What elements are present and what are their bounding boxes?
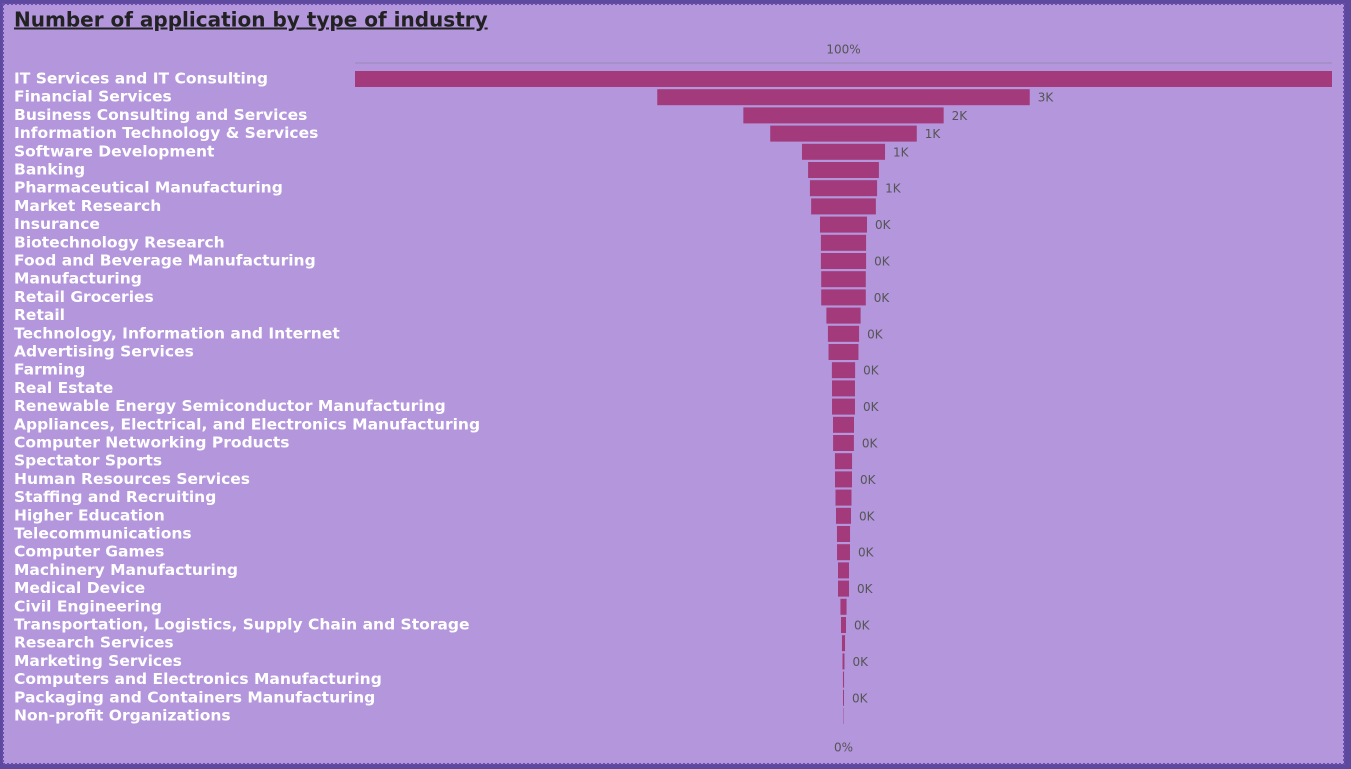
chart-title: Number of application by type of industr… xyxy=(14,8,488,32)
category-label: Transportation, Logistics, Supply Chain … xyxy=(14,616,470,634)
value-label: 0K xyxy=(858,546,875,560)
value-label: 0K xyxy=(863,364,880,378)
value-label: 3K xyxy=(1038,91,1055,105)
category-label: Banking xyxy=(14,161,85,179)
category-label: Market Research xyxy=(14,197,161,215)
bar xyxy=(819,216,868,233)
category-label: Civil Engineering xyxy=(14,597,162,615)
category-label: Human Resources Services xyxy=(14,470,250,488)
category-label: IT Services and IT Consulting xyxy=(14,70,268,88)
bar xyxy=(832,398,855,415)
value-label: 0K xyxy=(852,655,869,669)
bar xyxy=(835,489,852,506)
bar xyxy=(826,307,861,324)
percent-label: 0% xyxy=(834,741,853,755)
category-label: Computer Games xyxy=(14,543,164,561)
value-label: 0K xyxy=(860,473,877,487)
category-label: Pharmaceutical Manufacturing xyxy=(14,179,283,197)
value-label: 2K xyxy=(952,109,969,123)
category-label: Machinery Manufacturing xyxy=(14,561,238,579)
category-label: Advertising Services xyxy=(14,343,194,361)
category-label: Software Development xyxy=(14,142,215,160)
bar xyxy=(821,289,866,306)
bar xyxy=(835,471,852,488)
value-label: 0K xyxy=(852,691,869,705)
bar xyxy=(836,526,851,542)
bar xyxy=(657,89,1030,106)
panel xyxy=(2,3,1345,765)
category-label: Computer Networking Products xyxy=(14,434,290,452)
bar xyxy=(827,325,860,342)
value-label: 0K xyxy=(863,400,880,414)
bar xyxy=(355,71,1332,87)
bar xyxy=(833,435,854,451)
value-label: 1K xyxy=(925,127,942,141)
percent-label: 100% xyxy=(826,43,860,57)
bar xyxy=(808,162,879,178)
bar xyxy=(811,198,876,215)
bar xyxy=(821,271,866,288)
value-label: 1K xyxy=(885,182,902,196)
bar xyxy=(801,143,886,160)
category-label: Non-profit Organizations xyxy=(14,707,231,725)
bar xyxy=(770,125,917,142)
bar xyxy=(831,362,856,379)
bar xyxy=(841,635,846,652)
category-label: Real Estate xyxy=(14,379,113,397)
bar xyxy=(838,562,849,579)
bar xyxy=(834,453,853,470)
bar xyxy=(843,689,844,706)
category-label: Higher Education xyxy=(14,506,165,524)
category-label: Financial Services xyxy=(14,88,172,106)
category-label: Packaging and Containers Manufacturing xyxy=(14,688,375,706)
bar xyxy=(840,617,847,633)
bar xyxy=(743,107,944,124)
bar xyxy=(840,598,847,615)
category-label: Retail xyxy=(14,306,65,324)
category-label: Appliances, Electrical, and Electronics … xyxy=(14,415,480,433)
value-label: 0K xyxy=(874,291,891,305)
category-label: Retail Groceries xyxy=(14,288,154,306)
category-label: Research Services xyxy=(14,634,174,652)
category-label: Spectator Sports xyxy=(14,452,162,470)
value-label: 0K xyxy=(857,582,874,596)
value-label: 1K xyxy=(893,145,910,159)
bar xyxy=(820,253,867,269)
value-label: 0K xyxy=(867,327,884,341)
category-label: Telecommunications xyxy=(14,525,192,543)
bar xyxy=(842,671,845,688)
category-label: Biotechnology Research xyxy=(14,233,225,251)
bar xyxy=(832,380,855,397)
category-label: Technology, Information and Internet xyxy=(14,324,340,342)
bar xyxy=(838,580,849,597)
bar xyxy=(837,544,850,561)
bar xyxy=(809,180,878,197)
bar xyxy=(820,234,867,251)
value-label: 0K xyxy=(875,218,892,232)
category-label: Marketing Services xyxy=(14,652,182,670)
category-label: Information Technology & Services xyxy=(14,124,318,142)
value-label: 0K xyxy=(859,509,876,523)
bar xyxy=(832,416,855,433)
bar xyxy=(835,507,852,524)
bar xyxy=(828,344,859,360)
category-label: Farming xyxy=(14,361,85,379)
category-label: Staffing and Recruiting xyxy=(14,488,216,506)
category-label: Food and Beverage Manufacturing xyxy=(14,252,316,270)
category-label: Computers and Electronics Manufacturing xyxy=(14,670,382,688)
category-label: Manufacturing xyxy=(14,270,142,288)
category-label: Insurance xyxy=(14,215,100,233)
value-label: 0K xyxy=(854,619,871,633)
category-label: Medical Device xyxy=(14,579,145,597)
bar xyxy=(842,653,845,670)
category-label: Business Consulting and Services xyxy=(14,106,307,124)
value-label: 0K xyxy=(862,437,879,451)
category-label: Renewable Energy Semiconductor Manufactu… xyxy=(14,397,446,415)
value-label: 0K xyxy=(874,255,891,269)
